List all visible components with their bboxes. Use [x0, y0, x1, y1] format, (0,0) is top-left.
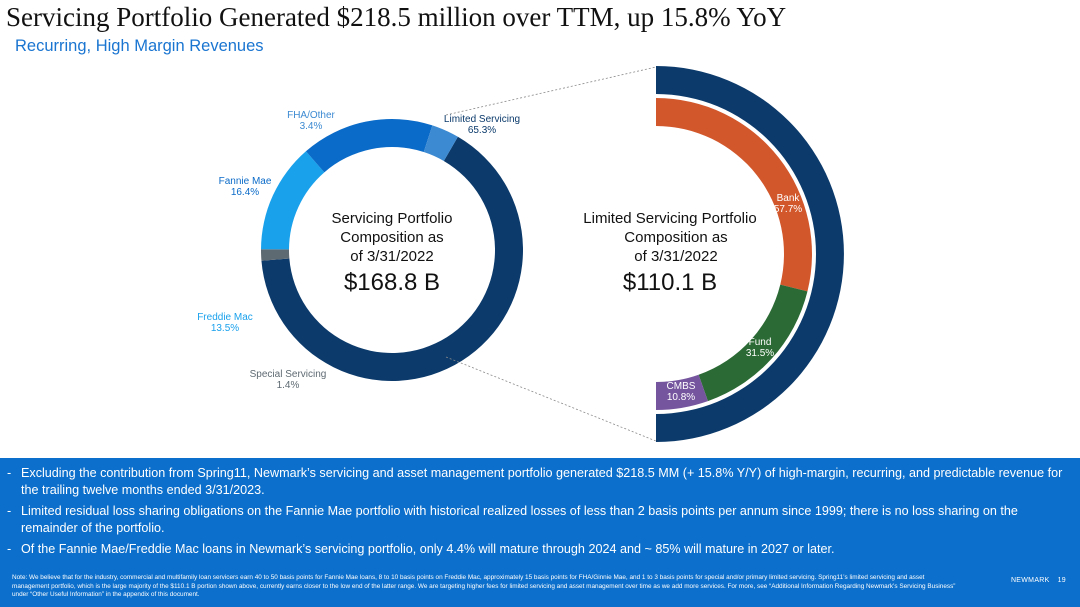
slice-limited-servicing-band	[656, 66, 844, 442]
bullet-text: Excluding the contribution from Spring11…	[21, 466, 1063, 497]
slice-label-cmbs-name: CMBS	[667, 381, 696, 392]
commentary-panel: - Excluding the contribution from Spring1…	[0, 458, 1080, 607]
slice-label-special-servicing-name: Special Servicing	[250, 369, 327, 380]
bullet-item: - Of the Fannie Mae/Freddie Mac loans in …	[7, 541, 1067, 558]
slice-label-bank-name: Bank	[777, 193, 801, 204]
servicing-portfolio-donut	[260, 119, 523, 381]
slice-label-fannie-mae-name: Fannie Mae	[219, 176, 272, 187]
footnote: Note: We believe that for the industry, …	[12, 574, 956, 599]
servicing-charts: Limited Servicing 65.3% FHA/Other 3.4% F…	[197, 66, 844, 442]
bullet-dash: -	[7, 542, 12, 556]
slice-label-fha-other-name: FHA/Other	[287, 110, 335, 121]
left-center-line-1: Servicing Portfolio	[332, 210, 453, 227]
slice-label-limited-servicing-value: 65.3%	[468, 125, 496, 136]
slice-label-fund-name: Fund	[749, 337, 772, 348]
footer-brand: NEWMARK	[1010, 577, 1050, 584]
slice-label-special-servicing-value: 1.4%	[277, 380, 300, 391]
limited-servicing-donut	[656, 66, 844, 442]
right-center-line-3: of 3/31/2022	[634, 248, 717, 265]
left-center-line-2: Composition as	[340, 229, 443, 246]
bullet-text: Of the Fannie Mae/Freddie Mac loans in N…	[21, 542, 835, 556]
page-footer: NEWMARK 19	[1003, 577, 1066, 584]
slice-label-freddie-mac-name: Freddie Mac	[197, 312, 253, 323]
bullet-item: - Excluding the contribution from Spring1…	[7, 465, 1067, 499]
bullet-dash: -	[7, 466, 12, 480]
bullet-item: - Limited residual loss sharing obligatio…	[7, 503, 1067, 537]
slice-label-cmbs-value: 10.8%	[667, 392, 695, 403]
slice-special-servicing	[260, 249, 290, 261]
connector-line-top	[445, 66, 657, 116]
slice-fha-other	[423, 125, 458, 161]
slice-label-fund-value: 31.5%	[746, 348, 774, 359]
left-center-value: $168.8 B	[344, 269, 440, 296]
connector-line-bottom	[445, 356, 657, 442]
page-number: 19	[1057, 577, 1066, 584]
slice-fannie-mae	[305, 119, 433, 173]
page-subtitle: Recurring, High Margin Revenues	[15, 37, 264, 55]
slice-cmbs	[656, 374, 708, 410]
slice-label-limited-servicing-name: Limited Servicing	[444, 114, 520, 125]
slice-fund	[698, 284, 808, 402]
left-center-line-3: of 3/31/2022	[350, 248, 433, 265]
page-title: Servicing Portfolio Generated $218.5 mil…	[6, 2, 787, 32]
slice-label-fha-other-value: 3.4%	[300, 121, 323, 132]
slice-label-bank-value: 57.7%	[774, 204, 802, 215]
bullet-text: Limited residual loss sharing obligation…	[21, 504, 1018, 535]
right-center-value: $110.1 B	[623, 269, 717, 296]
bullet-dash: -	[7, 504, 12, 518]
right-center-line-1: Limited Servicing Portfolio	[583, 210, 756, 227]
slice-freddie-mac	[261, 151, 325, 250]
bullet-list: - Excluding the contribution from Spring1…	[7, 465, 1067, 562]
right-center-line-2: Composition as	[624, 229, 727, 246]
slice-bank	[656, 98, 812, 292]
slice-label-freddie-mac-value: 13.5%	[211, 323, 239, 334]
slice-label-fannie-mae-value: 16.4%	[231, 187, 259, 198]
